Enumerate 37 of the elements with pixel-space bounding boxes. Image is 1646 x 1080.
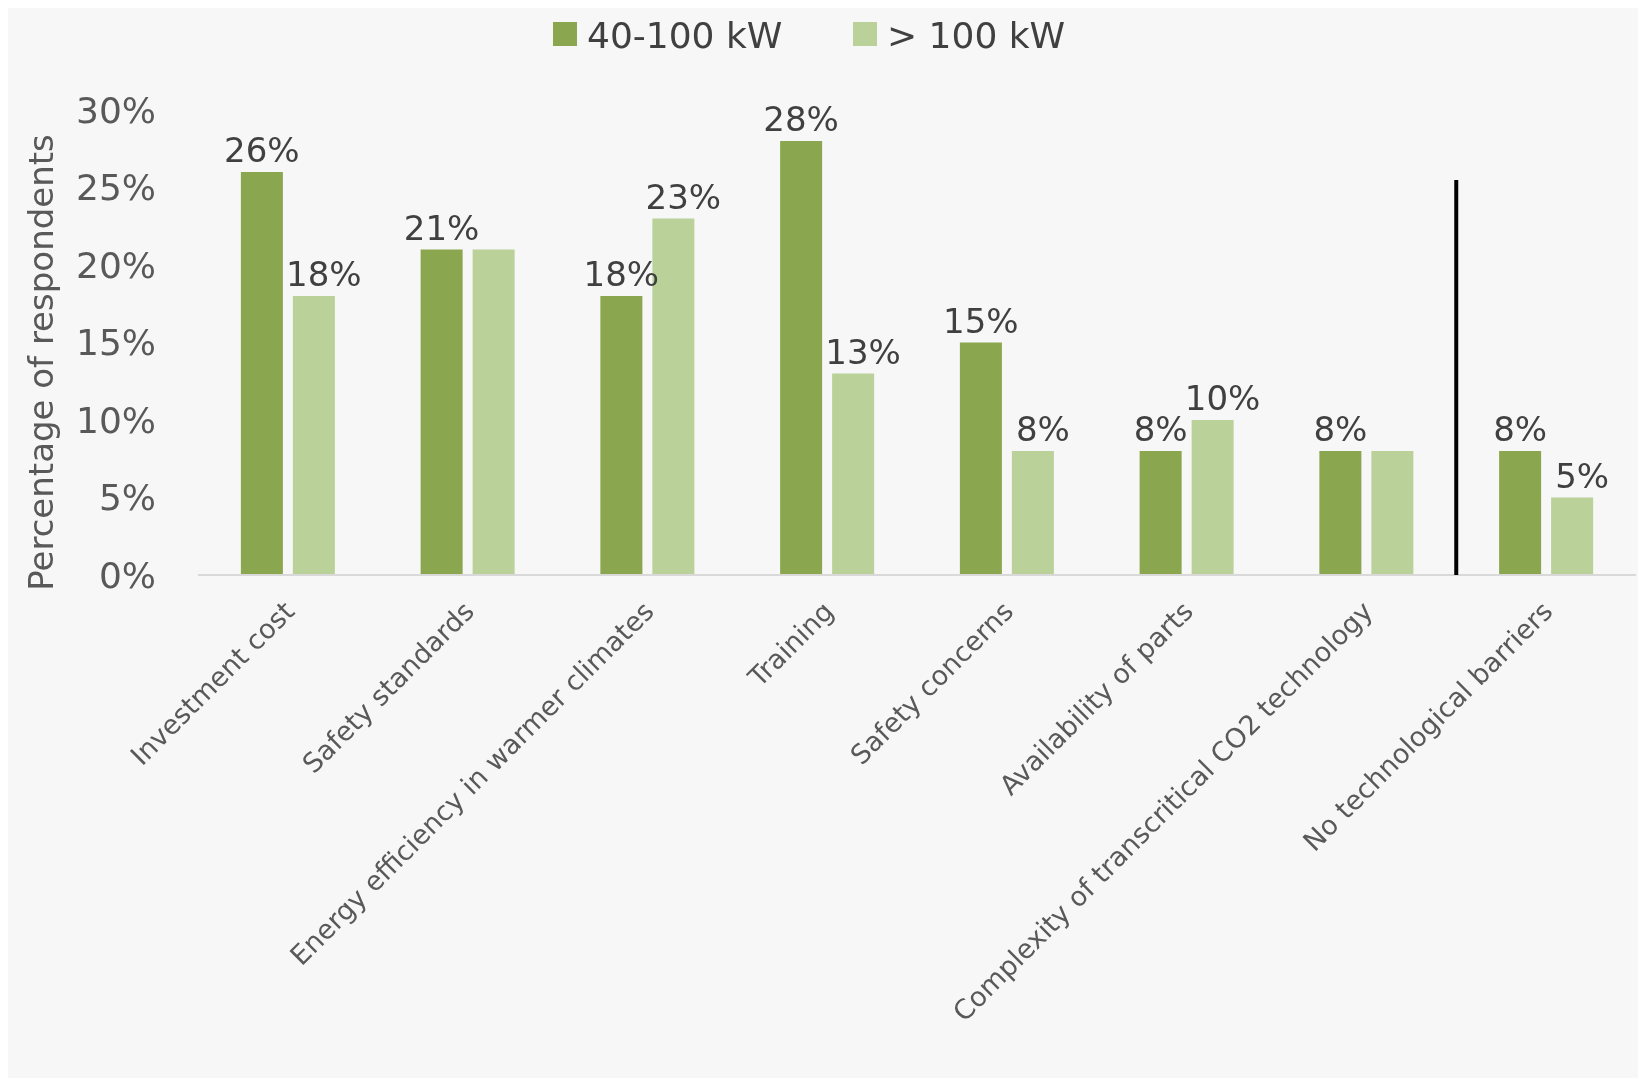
bar xyxy=(832,373,875,575)
bar xyxy=(1319,451,1362,575)
bar xyxy=(780,141,823,575)
data-label: 18% xyxy=(583,254,660,294)
bar xyxy=(1371,451,1414,575)
y-tick-label: 25% xyxy=(75,167,156,209)
bar xyxy=(240,172,283,575)
y-tick-label: 30% xyxy=(75,89,156,131)
bar xyxy=(1499,451,1542,575)
legend-label: > 100 kW xyxy=(887,14,1066,56)
data-label: 8% xyxy=(1313,409,1368,449)
bar xyxy=(1011,451,1054,575)
bar xyxy=(472,249,515,575)
y-tick-label: 0% xyxy=(98,554,156,596)
legend-label: 40-100 kW xyxy=(587,14,783,56)
bar xyxy=(959,342,1002,575)
y-tick-label: 5% xyxy=(98,477,156,519)
bar xyxy=(1551,497,1594,575)
y-tick-label: 10% xyxy=(75,399,156,441)
data-label: 15% xyxy=(943,300,1019,341)
data-label: 5% xyxy=(1555,455,1610,496)
bar xyxy=(420,249,463,575)
data-label: 26% xyxy=(224,130,300,170)
bar xyxy=(600,296,643,575)
data-label: 8% xyxy=(1493,409,1548,449)
data-label: 18% xyxy=(286,254,362,294)
data-label: 21% xyxy=(403,207,480,248)
data-label: 23% xyxy=(645,176,722,217)
data-label: 13% xyxy=(825,331,901,372)
bar xyxy=(1191,420,1234,575)
bar xyxy=(292,296,335,575)
bar xyxy=(1139,451,1182,575)
data-label: 28% xyxy=(763,99,839,139)
y-tick-label: 20% xyxy=(75,244,156,286)
y-axis-title: Percentage of respondents xyxy=(21,134,61,591)
y-tick-label: 15% xyxy=(75,322,156,364)
data-label: 8% xyxy=(1015,409,1070,449)
